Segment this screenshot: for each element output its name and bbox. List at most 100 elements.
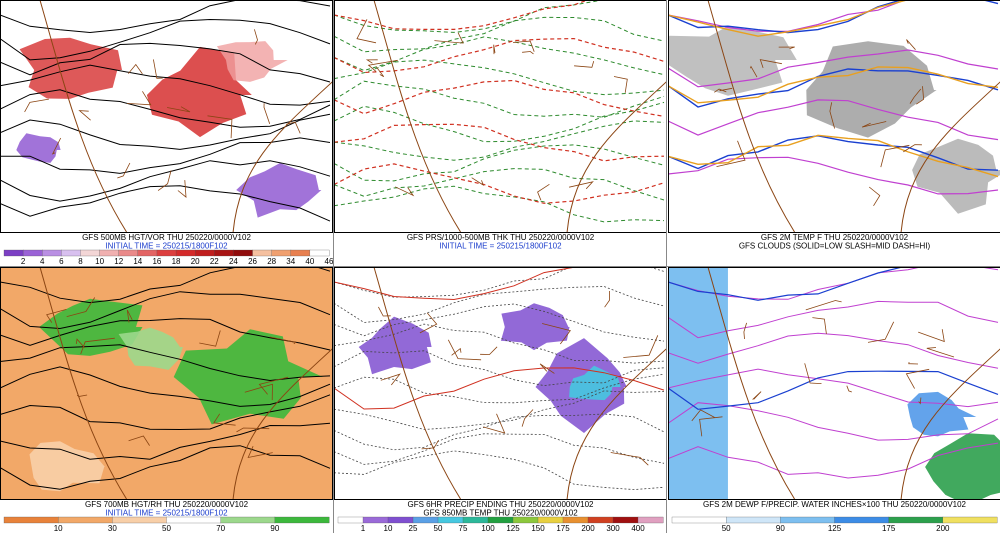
colorbar-segment	[3, 249, 24, 257]
contour	[334, 0, 608, 33]
contour	[334, 37, 665, 74]
colorbar-label: 175	[556, 524, 570, 533]
colorbar-segment	[99, 249, 120, 257]
colorbar-segment	[780, 516, 835, 524]
colorbar-label: 10	[95, 257, 104, 266]
colorbar-label: 25	[409, 524, 418, 533]
contour	[668, 0, 999, 34]
colorbar-segment	[220, 516, 276, 524]
contour	[334, 450, 665, 491]
colorbar-label: 30	[108, 524, 117, 533]
contour	[334, 390, 665, 430]
contour	[334, 0, 590, 30]
caption: GFS 2M TEMP F THU 250220/0000V102	[761, 233, 909, 242]
colorbar-label: 200	[936, 524, 950, 533]
colorbar-label: 40	[305, 257, 314, 266]
coastline	[373, 0, 667, 232]
shaded-area	[19, 37, 123, 99]
colorbar-label: 75	[459, 524, 468, 533]
colorbar-segment	[271, 249, 292, 257]
colorbar-label: 125	[828, 524, 842, 533]
contour	[0, 42, 331, 83]
contour	[0, 267, 331, 304]
colorbar-label: 50	[434, 524, 443, 533]
caption: GFS 500MB HGT/VOR THU 250220/0000V102	[82, 233, 251, 242]
colorbar-label: 22	[210, 257, 219, 266]
colorbar-label: 100	[481, 524, 495, 533]
colorbar-label: 50	[162, 524, 171, 533]
contour	[334, 59, 665, 96]
contour	[0, 0, 331, 34]
map	[0, 267, 333, 499]
state-borders	[714, 39, 925, 207]
colorbar-segment	[3, 516, 59, 524]
colorbar-label: 34	[286, 257, 295, 266]
contour	[0, 344, 331, 382]
contour	[0, 445, 331, 490]
colorbar-label: 10	[384, 524, 393, 533]
contour	[668, 442, 999, 479]
colorbar-segment	[337, 516, 364, 524]
contour	[334, 267, 594, 301]
colorbar-segment	[290, 249, 311, 257]
contour	[334, 16, 665, 53]
colorbar-segment	[512, 516, 539, 524]
panel: GFS 2M DEWP F/PRECIP. WATER INCHES×100 T…	[668, 267, 1000, 533]
shaded-area	[118, 327, 183, 370]
map	[334, 267, 667, 499]
contour	[668, 332, 999, 369]
colorbar-segment	[671, 516, 727, 524]
contour	[334, 323, 665, 364]
contour	[0, 113, 331, 150]
contour	[334, 367, 665, 410]
colorbar-segment	[195, 249, 215, 257]
colorbar-segment	[362, 516, 389, 524]
colorbar-label: 46	[325, 257, 334, 266]
contour	[0, 160, 331, 202]
shaded-area	[668, 267, 728, 499]
colorbar-label: 16	[152, 257, 161, 266]
coastline	[39, 0, 333, 232]
colorbar-segment	[233, 249, 253, 257]
state-borders	[378, 290, 659, 466]
shaded-area	[146, 46, 252, 138]
colorbar-label: 14	[133, 257, 142, 266]
colorbar-label: 10	[54, 524, 63, 533]
state-borders	[356, 19, 628, 201]
map-frame	[668, 0, 1000, 233]
contour	[334, 36, 665, 76]
shaded-area	[236, 163, 322, 218]
colorbar-label: 50	[722, 524, 731, 533]
colorbar-label: 1	[361, 524, 366, 533]
colorbar-segment	[309, 249, 330, 257]
colorbar-segment	[612, 516, 639, 524]
contour	[668, 300, 999, 339]
caption: GFS 2M DEWP F/PRECIP. WATER INCHES×100 T…	[703, 500, 967, 509]
colorbar-label: 300	[606, 524, 620, 533]
colorbar-label: 175	[882, 524, 896, 533]
shaded-area	[925, 433, 1000, 499]
contour	[0, 318, 331, 351]
contour	[668, 370, 999, 410]
contour	[668, 0, 998, 37]
contour	[0, 89, 331, 128]
colorbar-label: 2	[21, 257, 26, 266]
caption: INITIAL TIME = 250215/1800F102	[105, 509, 228, 518]
panel: GFS PRS/1000-500MB THK THU 250220/0000V1…	[334, 0, 667, 251]
shaded-area	[39, 298, 143, 356]
colorbar-label: 24	[229, 257, 238, 266]
state-borders	[46, 297, 297, 459]
colorbar-label: 12	[114, 257, 123, 266]
colorbar-segment	[462, 516, 489, 524]
state-borders	[691, 300, 955, 437]
colorbar-segment	[112, 516, 167, 524]
shaded-area	[500, 303, 570, 351]
map-frame	[0, 0, 333, 233]
shaded-area	[358, 316, 432, 375]
colorbar-segment	[942, 516, 998, 524]
colorbar-segment	[166, 516, 222, 524]
colorbar-label: 150	[531, 524, 545, 533]
map-frame	[668, 267, 1000, 500]
